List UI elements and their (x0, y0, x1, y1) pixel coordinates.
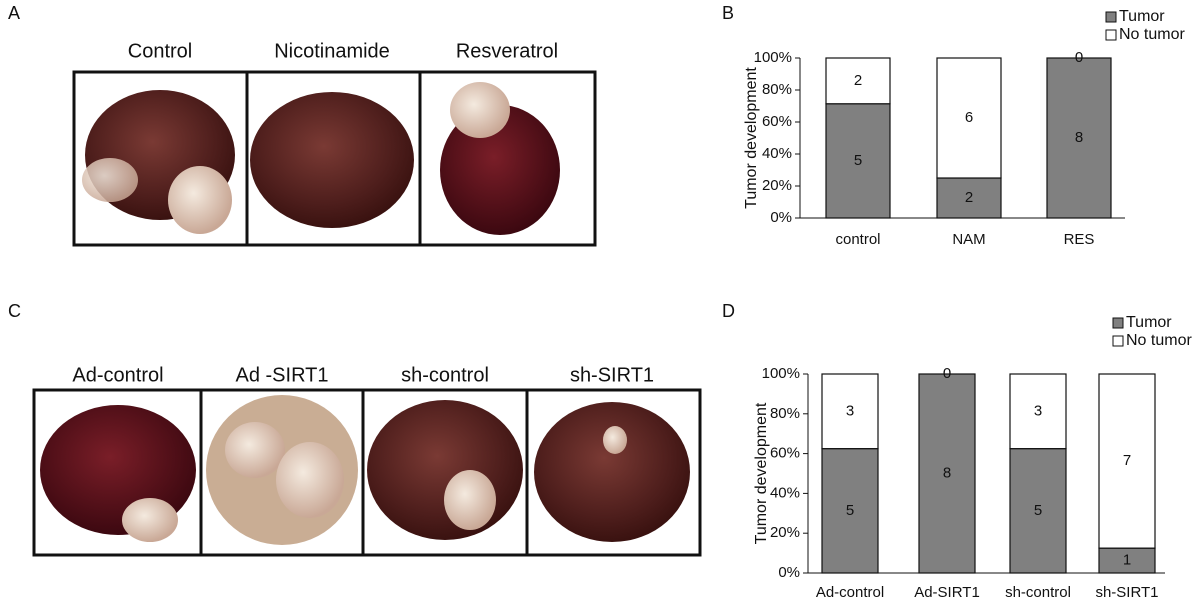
x-tick-label: Ad-SIRT1 (914, 584, 980, 601)
bar-segment (936, 57, 1002, 179)
y-tick-label: 60% (762, 113, 792, 130)
photo-label: sh-SIRT1 (570, 364, 654, 386)
y-tick-label: 100% (762, 365, 800, 382)
x-tick-label: Ad-control (816, 584, 884, 601)
bar-segment (821, 373, 879, 450)
y-tick-label: 0% (770, 209, 792, 226)
y-tick-label: 0% (778, 564, 800, 581)
y-axis-label: Tumor development (743, 67, 760, 209)
y-tick-label: 40% (762, 145, 792, 162)
data-label: 2 (854, 72, 862, 89)
y-tick-label: 40% (770, 484, 800, 501)
photo-label: sh-control (401, 364, 489, 386)
y-axis-label: Tumor development (753, 402, 770, 544)
data-label: 3 (1034, 402, 1042, 419)
panel-label: B (722, 3, 734, 23)
photo-label: Ad-control (72, 364, 163, 386)
bar-segment (1098, 373, 1156, 549)
y-tick-label: 60% (770, 445, 800, 462)
data-label: 2 (965, 189, 973, 206)
photo-label: Nicotinamide (274, 40, 390, 62)
panel-label: A (8, 3, 20, 23)
legend-label: Tumor (1119, 8, 1165, 25)
y-tick-label: 100% (754, 49, 792, 66)
legend-label: No tumor (1126, 332, 1192, 349)
photo-label: Resveratrol (456, 40, 558, 62)
data-label: 1 (1123, 552, 1131, 569)
photo-label: Control (128, 40, 192, 62)
data-label: 5 (846, 502, 854, 519)
bar-segment (821, 448, 879, 574)
photo-row (32, 388, 702, 557)
y-tick-label: 80% (762, 81, 792, 98)
photo-row (72, 70, 597, 247)
data-label: 6 (965, 109, 973, 126)
x-tick-label: RES (1064, 231, 1095, 248)
data-label: 5 (1034, 502, 1042, 519)
bar-segment (825, 103, 891, 219)
legend-swatch (1112, 335, 1124, 347)
legend-swatch (1105, 29, 1117, 41)
data-label: 5 (854, 152, 862, 169)
legend-label: No tumor (1119, 26, 1185, 43)
data-label: 8 (1075, 129, 1083, 146)
x-tick-label: control (835, 231, 880, 248)
y-tick-label: 80% (770, 405, 800, 422)
bar-segment (1046, 57, 1112, 219)
bar-segment (918, 373, 976, 574)
legend-swatch (1112, 317, 1124, 329)
data-label: 7 (1123, 452, 1131, 469)
panel-label: D (722, 301, 735, 321)
x-tick-label: NAM (952, 231, 985, 248)
data-label: 8 (943, 464, 951, 481)
legend-swatch (1105, 11, 1117, 23)
data-label: 3 (846, 402, 854, 419)
legend-label: Tumor (1126, 314, 1172, 331)
bar-segment (1009, 373, 1067, 450)
data-label: 0 (943, 365, 951, 382)
x-tick-label: sh-SIRT1 (1095, 584, 1158, 601)
bar-segment (1009, 448, 1067, 574)
y-tick-label: 20% (770, 524, 800, 541)
panel-label: C (8, 301, 21, 321)
x-tick-label: sh-control (1005, 584, 1071, 601)
y-tick-label: 20% (762, 177, 792, 194)
data-label: 0 (1075, 49, 1083, 66)
photo-label: Ad -SIRT1 (236, 364, 329, 386)
bar-segment (825, 57, 891, 105)
